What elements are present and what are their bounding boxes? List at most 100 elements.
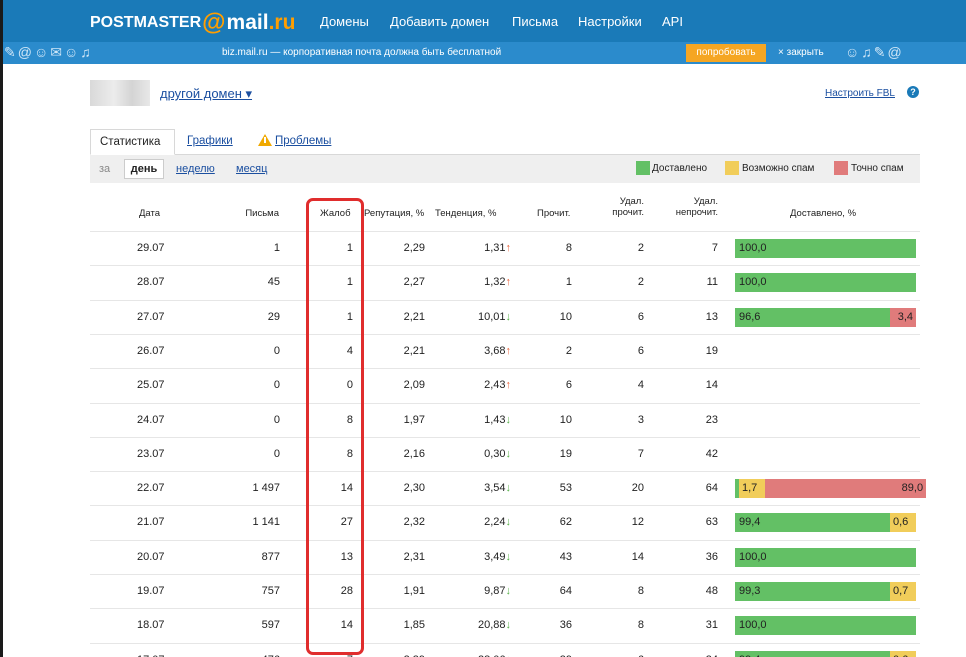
- cell-trend-value: 1,32: [484, 276, 506, 288]
- cell-trend: 20,88↓: [455, 619, 511, 631]
- delivered-bar: 99,40,6: [735, 651, 916, 657]
- cell-trend-value: 28,06: [478, 654, 506, 657]
- period-prefix: за: [99, 163, 111, 175]
- trend-down-arrow-icon: ↓: [505, 482, 512, 494]
- cell-read: 43: [559, 551, 572, 563]
- cell-deleted-read: 3: [637, 414, 644, 426]
- trend-down-arrow-icon: ↓: [505, 585, 512, 597]
- trend-down-arrow-icon: ↓: [506, 654, 512, 657]
- legend-label-spam: Точно спам: [851, 163, 904, 174]
- logo-postmaster: POSTMASTER: [90, 14, 202, 31]
- cell-deleted-unread: 23: [705, 414, 718, 426]
- period-month-link[interactable]: месяц: [236, 163, 268, 175]
- promo-try-button[interactable]: попробовать: [686, 44, 766, 62]
- cell-reputation: 2,32: [403, 516, 425, 528]
- cell-trend-value: 2,24: [484, 516, 506, 528]
- trend-up-arrow-icon: ↑: [505, 242, 512, 254]
- cell-deleted-unread: 63: [705, 516, 718, 528]
- legend-label-delivered: Доставлено: [652, 163, 708, 174]
- cell-deleted-unread: 42: [705, 448, 718, 460]
- postmaster-logo[interactable]: POSTMASTER@mail.ru: [90, 9, 296, 36]
- cell-reputation: 2,39: [385, 654, 425, 657]
- header-delivered-pct: Доставлено, %: [790, 208, 857, 219]
- nav-settings[interactable]: Настройки: [578, 14, 642, 29]
- cell-read: 64: [559, 585, 572, 597]
- promo-close-button[interactable]: × закрыть: [778, 47, 824, 58]
- row-divider: [90, 300, 920, 301]
- delivered-bar: 99,3 0,7: [735, 582, 916, 601]
- cell-trend-value: 2,43: [484, 379, 506, 391]
- cell-date: 27.07: [137, 311, 165, 323]
- cell-read: 53: [559, 482, 572, 494]
- cell-complaints: 28: [340, 585, 353, 597]
- cell-letters: 29: [267, 311, 280, 323]
- cell-deleted-unread: 11: [706, 276, 718, 288]
- cell-complaints: 1: [346, 242, 353, 254]
- cell-date: 19.07: [137, 585, 165, 597]
- cell-letters: 1 497: [252, 482, 280, 494]
- bar-segment-delivered: 9,3: [735, 479, 739, 498]
- legend-label-maybe-spam: Возможно спам: [742, 163, 815, 174]
- help-icon[interactable]: ?: [907, 86, 919, 98]
- window-edge: [0, 0, 3, 657]
- cell-trend: 10,01↓: [455, 311, 511, 323]
- cell-reputation: 2,30: [403, 482, 425, 494]
- cell-read: 1: [565, 276, 572, 288]
- trend-down-arrow-icon: ↓: [505, 619, 512, 631]
- cell-trend: 0,30↓: [455, 448, 511, 460]
- nav-letters[interactable]: Письма: [512, 14, 559, 29]
- cell-complaints: 14: [340, 482, 353, 494]
- nav-api[interactable]: API: [662, 14, 683, 29]
- nav-domains[interactable]: Домены: [320, 14, 369, 29]
- cell-trend: 28,06↓: [455, 654, 511, 657]
- configure-fbl-link[interactable]: Настроить FBL: [825, 88, 895, 99]
- cell-letters: 597: [261, 619, 280, 631]
- delivered-bar: 100,0: [735, 239, 916, 258]
- period-week-link[interactable]: неделю: [176, 163, 215, 175]
- cell-trend-value: 10,01: [477, 311, 506, 323]
- tab-graphs[interactable]: Графики: [187, 135, 233, 147]
- cell-trend: 3,68↑: [455, 345, 511, 357]
- domain-name-redacted: [90, 80, 150, 106]
- header-deleted-read: Удал. прочит.: [612, 196, 644, 218]
- cell-date: 17.07: [137, 654, 165, 657]
- other-domain-dropdown[interactable]: другой домен ▾: [160, 86, 253, 101]
- cell-date: 21.07: [137, 516, 165, 528]
- bar-segment-maybe-spam: 0,6: [890, 513, 916, 532]
- cell-trend: 1,43↓: [455, 414, 511, 426]
- cell-date: 26.07: [137, 345, 165, 357]
- cell-date: 24.07: [137, 414, 165, 426]
- cell-letters: 1: [273, 242, 280, 254]
- cell-deleted-read: 12: [631, 516, 644, 528]
- promo-text[interactable]: biz.mail.ru — корпоративная почта должна…: [222, 47, 502, 58]
- cell-reputation: 2,09: [403, 379, 425, 391]
- row-divider: [90, 231, 920, 232]
- row-divider: [90, 437, 920, 438]
- tab-problems[interactable]: Проблемы: [275, 135, 332, 147]
- cell-deleted-read: 14: [631, 551, 644, 563]
- delivered-bar: 9,31,789,0: [735, 479, 927, 498]
- nav-add-domain[interactable]: Добавить домен: [390, 14, 490, 29]
- cell-read: 39: [540, 654, 572, 657]
- cell-read: 2: [565, 345, 572, 357]
- header-deleted-unread: Удал. непрочит.: [675, 196, 718, 218]
- cell-trend: 3,49↓: [455, 551, 511, 563]
- delivered-bar: 100,0: [735, 273, 916, 292]
- cell-reputation: 1,91: [403, 585, 425, 597]
- logo-ru: .ru: [268, 11, 296, 34]
- cell-letters: 0: [273, 448, 280, 460]
- cell-trend: 1,31↑: [455, 242, 511, 254]
- bar-segment-delivered: 100,0: [735, 273, 916, 292]
- cell-deleted-unread: 13: [705, 311, 718, 323]
- legend-swatch-maybe-spam: [725, 161, 739, 175]
- cell-trend-value: 0,30: [484, 448, 506, 460]
- cell-deleted-read: 7: [637, 448, 644, 460]
- cell-deleted-unread: 19: [705, 345, 718, 357]
- cell-date: 29.07: [137, 242, 165, 254]
- period-day-button[interactable]: день: [124, 159, 164, 179]
- row-divider: [90, 368, 920, 369]
- logo-at: @: [202, 9, 226, 36]
- tab-statistics[interactable]: Статистика: [90, 129, 175, 155]
- promo-doodle-right: ☺♫✎@: [845, 44, 904, 60]
